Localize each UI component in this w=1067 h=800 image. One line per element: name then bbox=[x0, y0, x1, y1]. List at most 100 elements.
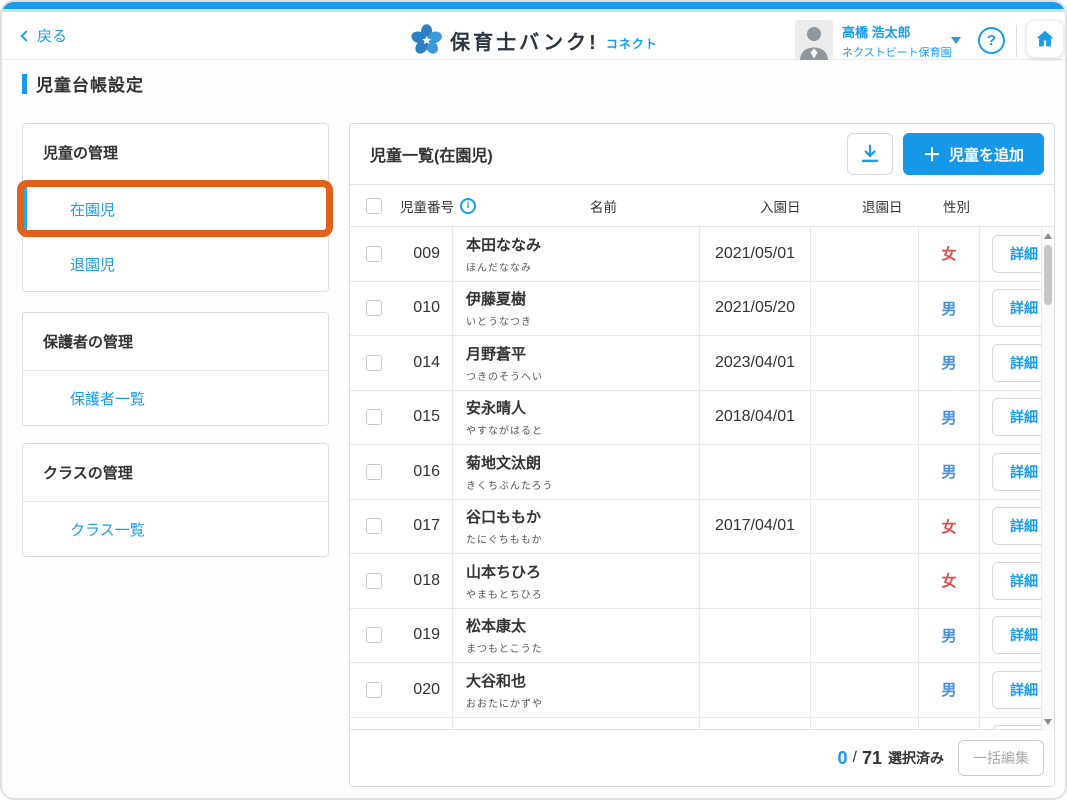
withdrawal-date bbox=[810, 281, 918, 335]
child-number: 014 bbox=[413, 353, 440, 371]
section-title: 児童の管理 bbox=[23, 124, 328, 182]
column-header-name: 名前 bbox=[590, 199, 617, 215]
table-row-partial bbox=[350, 717, 1054, 731]
admission-date: 2023/04/01 bbox=[699, 336, 810, 390]
column-header-withdrawal: 退園日 bbox=[862, 199, 903, 215]
row-checkbox[interactable] bbox=[366, 463, 382, 480]
user-menu[interactable]: 高橋 浩太郎 ネクストビート保育園 bbox=[795, 20, 952, 60]
table-body: 009 本田ななみ ほんだななみ 2021/05/01 女 詳細 010 伊藤夏… bbox=[350, 227, 1054, 731]
sidebar-item-guardian-list[interactable]: 保護者一覧 bbox=[23, 371, 328, 425]
admission-date: 2018/04/01 bbox=[699, 390, 810, 444]
home-icon bbox=[1036, 30, 1054, 47]
add-child-button[interactable]: ＋ 児童を追加 bbox=[902, 133, 1044, 175]
child-kana: やすながはると bbox=[466, 426, 543, 438]
section-title: クラスの管理 bbox=[23, 444, 328, 502]
child-name: 松本康太 bbox=[466, 618, 527, 636]
row-checkbox[interactable] bbox=[366, 354, 382, 371]
count-separator: / bbox=[852, 749, 857, 766]
header-divider bbox=[1016, 25, 1017, 57]
child-kana: きくちぶんたろう bbox=[466, 480, 554, 492]
top-accent-bar-light bbox=[2, 9, 1065, 12]
gender: 女 bbox=[918, 499, 979, 553]
table-header: 児童番号 i 名前 入園日 退園日 性別 bbox=[350, 184, 1054, 227]
sidebar-section-children: 児童の管理 在園児 退園児 bbox=[22, 123, 329, 292]
avatar bbox=[795, 20, 833, 60]
scroll-down-icon[interactable] bbox=[1044, 719, 1052, 725]
back-label: 戻る bbox=[37, 28, 68, 45]
row-checkbox[interactable] bbox=[366, 572, 382, 589]
child-name: 山本ちひろ bbox=[466, 563, 542, 581]
child-number: 017 bbox=[413, 517, 440, 535]
page-title-row: 児童台帳設定 bbox=[22, 71, 144, 96]
vertical-scrollbar[interactable] bbox=[1041, 227, 1054, 731]
table-row: 017 谷口ももか たにぐちももか 2017/04/01 女 詳細 bbox=[350, 499, 1054, 554]
user-texts: 高橋 浩太郎 ネクストビート保育園 bbox=[842, 22, 952, 60]
child-kana: たにぐちももか bbox=[466, 535, 543, 547]
child-name: 大谷和也 bbox=[466, 672, 527, 690]
child-kana: やまもとちひろ bbox=[466, 589, 543, 601]
sidebar-item-class-list[interactable]: クラス一覧 bbox=[23, 502, 328, 556]
row-checkbox[interactable] bbox=[366, 681, 382, 698]
download-button[interactable] bbox=[846, 133, 893, 175]
sidebar-item-label: 保護者一覧 bbox=[70, 391, 146, 408]
selected-label: 選択済み bbox=[888, 750, 944, 766]
sidebar-item-label: 在園児 bbox=[70, 201, 116, 219]
app-logo: 保育士バンク! コネクト bbox=[409, 23, 658, 57]
child-name: 安永晴人 bbox=[466, 400, 527, 418]
admission-date bbox=[699, 554, 810, 608]
admission-date bbox=[699, 663, 810, 717]
info-icon[interactable]: i bbox=[460, 197, 476, 214]
chevron-down-icon[interactable] bbox=[951, 37, 961, 44]
gender: 男 bbox=[918, 608, 979, 662]
row-checkbox[interactable] bbox=[366, 627, 382, 644]
child-number: 019 bbox=[413, 626, 440, 644]
gender: 男 bbox=[918, 663, 979, 717]
child-name: 本田ななみ bbox=[466, 236, 542, 254]
gender: 女 bbox=[918, 227, 979, 281]
table-row: 009 本田ななみ ほんだななみ 2021/05/01 女 詳細 bbox=[350, 227, 1054, 282]
sidebar-item-enrolled[interactable]: 在園児 bbox=[23, 182, 328, 237]
row-checkbox[interactable] bbox=[366, 409, 382, 426]
total-count: 71 bbox=[861, 747, 882, 768]
scrollbar-thumb[interactable] bbox=[1044, 245, 1052, 305]
child-kana: おおたにかずや bbox=[466, 698, 543, 710]
home-button[interactable] bbox=[1026, 20, 1064, 58]
withdrawal-date bbox=[810, 499, 918, 553]
logo-title: 保育士バンク! bbox=[450, 31, 599, 54]
row-checkbox[interactable] bbox=[366, 300, 382, 317]
scroll-up-icon[interactable] bbox=[1044, 233, 1052, 239]
child-name: 菊地文汰朗 bbox=[466, 454, 542, 472]
row-checkbox[interactable] bbox=[366, 245, 382, 262]
child-name: 谷口ももか bbox=[466, 509, 542, 527]
sidebar-item-withdrawn[interactable]: 退園児 bbox=[23, 237, 328, 291]
download-icon bbox=[861, 144, 879, 163]
panel-header: 児童一覧(在園児) ＋ 児童を追加 bbox=[350, 124, 1054, 184]
sakura-logo-icon bbox=[410, 24, 442, 54]
add-child-label: 児童を追加 bbox=[948, 146, 1024, 164]
admission-date: 2017/04/01 bbox=[699, 499, 810, 553]
admission-date bbox=[699, 445, 810, 499]
child-number: 009 bbox=[413, 244, 440, 262]
selected-count: 0 bbox=[837, 747, 848, 768]
sidebar-section-guardians: 保護者の管理 保護者一覧 bbox=[22, 312, 329, 426]
column-header-number: 児童番号 i bbox=[400, 196, 476, 216]
table-row: 015 安永晴人 やすながはると 2018/04/01 男 詳細 bbox=[350, 390, 1054, 445]
child-kana: いとうなつき bbox=[466, 317, 532, 329]
admission-date: 2021/05/20 bbox=[699, 281, 810, 335]
chevron-left-icon bbox=[20, 29, 32, 42]
child-kana: ほんだななみ bbox=[466, 262, 532, 274]
withdrawal-date bbox=[810, 663, 918, 717]
help-button[interactable]: ? bbox=[978, 27, 1005, 54]
title-accent-bar bbox=[22, 73, 27, 94]
row-checkbox[interactable] bbox=[366, 518, 382, 535]
column-header-gender: 性別 bbox=[943, 199, 970, 215]
select-all-checkbox[interactable] bbox=[366, 197, 382, 214]
bulk-edit-button[interactable]: 一括編集 bbox=[958, 740, 1044, 776]
user-organization: ネクストビート保育園 bbox=[842, 47, 952, 59]
detail-button[interactable] bbox=[992, 725, 1054, 731]
child-kana: つきのそうへい bbox=[466, 371, 543, 383]
table-row: 016 菊地文汰朗 きくちぶんたろう 男 詳細 bbox=[350, 445, 1054, 500]
table-row: 020 大谷和也 おおたにかずや 男 詳細 bbox=[350, 663, 1054, 718]
table-row: 014 月野蒼平 つきのそうへい 2023/04/01 男 詳細 bbox=[350, 336, 1054, 391]
back-button[interactable]: 戻る bbox=[20, 25, 68, 46]
